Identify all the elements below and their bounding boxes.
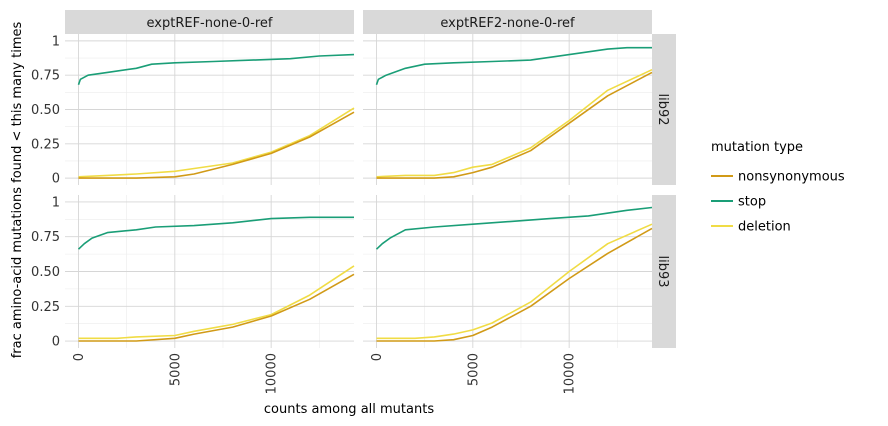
series-line-stop	[375, 206, 653, 250]
x-tick-label: 0	[370, 353, 385, 361]
x-tick-label: 5000	[466, 353, 481, 386]
series-line-deletion	[78, 107, 355, 178]
legend-label-stop: stop	[738, 195, 766, 210]
legend-title: mutation type	[711, 140, 803, 155]
y-tick-label: 0.50	[31, 103, 60, 118]
y-tick-label: 1	[52, 34, 60, 49]
series-line-nonsynonymous	[376, 71, 653, 179]
x-tick-label: 0	[72, 353, 87, 361]
series-line-nonsynonymous	[78, 111, 355, 179]
panel-2	[363, 34, 653, 185]
panel-1: 0 0.25 0.50 0.75 1	[31, 34, 355, 187]
row-strip-label-1: lib92	[655, 93, 670, 125]
col-strip-2	[363, 10, 652, 34]
series-line-nonsynonymous	[376, 227, 653, 342]
series-line-stop	[77, 216, 354, 250]
row-strip-2	[652, 195, 676, 348]
y-tick-label: 0.50	[31, 265, 60, 280]
series-line-deletion	[376, 68, 653, 178]
series-line-stop	[375, 46, 652, 86]
y-tick-label: 1	[52, 195, 60, 210]
plot-panels: 0 0.25 0.50 0.75 1 0 0.25 0.50 0.75 1 0 5000 10000 0 5…	[31, 34, 653, 394]
y-tick-label: 0.75	[31, 69, 60, 84]
legend: nonsynonymous stop deletion	[711, 170, 845, 235]
x-tick-label: 5000	[168, 353, 183, 386]
y-tick-label: 0.25	[31, 137, 60, 152]
col-strip-label-1: exptREF-none-0-ref	[147, 16, 273, 31]
y-tick-label: 0	[52, 335, 60, 350]
y-tick-label: 0	[52, 172, 60, 187]
y-tick-label: 0.75	[31, 230, 60, 245]
series-line-stop	[77, 53, 355, 86]
row-strip-label-2: lib93	[655, 255, 670, 287]
legend-label-nonsynonymous: nonsynonymous	[738, 170, 845, 185]
panel-4: 0 5000 10000	[363, 195, 653, 394]
series-line-deletion	[376, 223, 653, 340]
x-tick-label: 10000	[265, 353, 280, 394]
x-tick-label: 10000	[563, 353, 578, 394]
series-line-deletion	[78, 265, 355, 340]
legend-label-deletion: deletion	[738, 220, 791, 235]
series-line-nonsynonymous	[78, 273, 355, 342]
row-strip-1	[652, 34, 676, 185]
col-strip-label-2: exptREF2-none-0-ref	[440, 16, 575, 31]
col-strip-1	[65, 10, 354, 34]
panel-3: 0 0.25 0.50 0.75 1 0 5000 10000	[31, 195, 355, 394]
x-axis-title: counts among all mutants	[264, 402, 434, 417]
y-axis-title: frac amino-acid mutations found < this m…	[10, 22, 25, 359]
y-tick-label: 0.25	[31, 300, 60, 315]
